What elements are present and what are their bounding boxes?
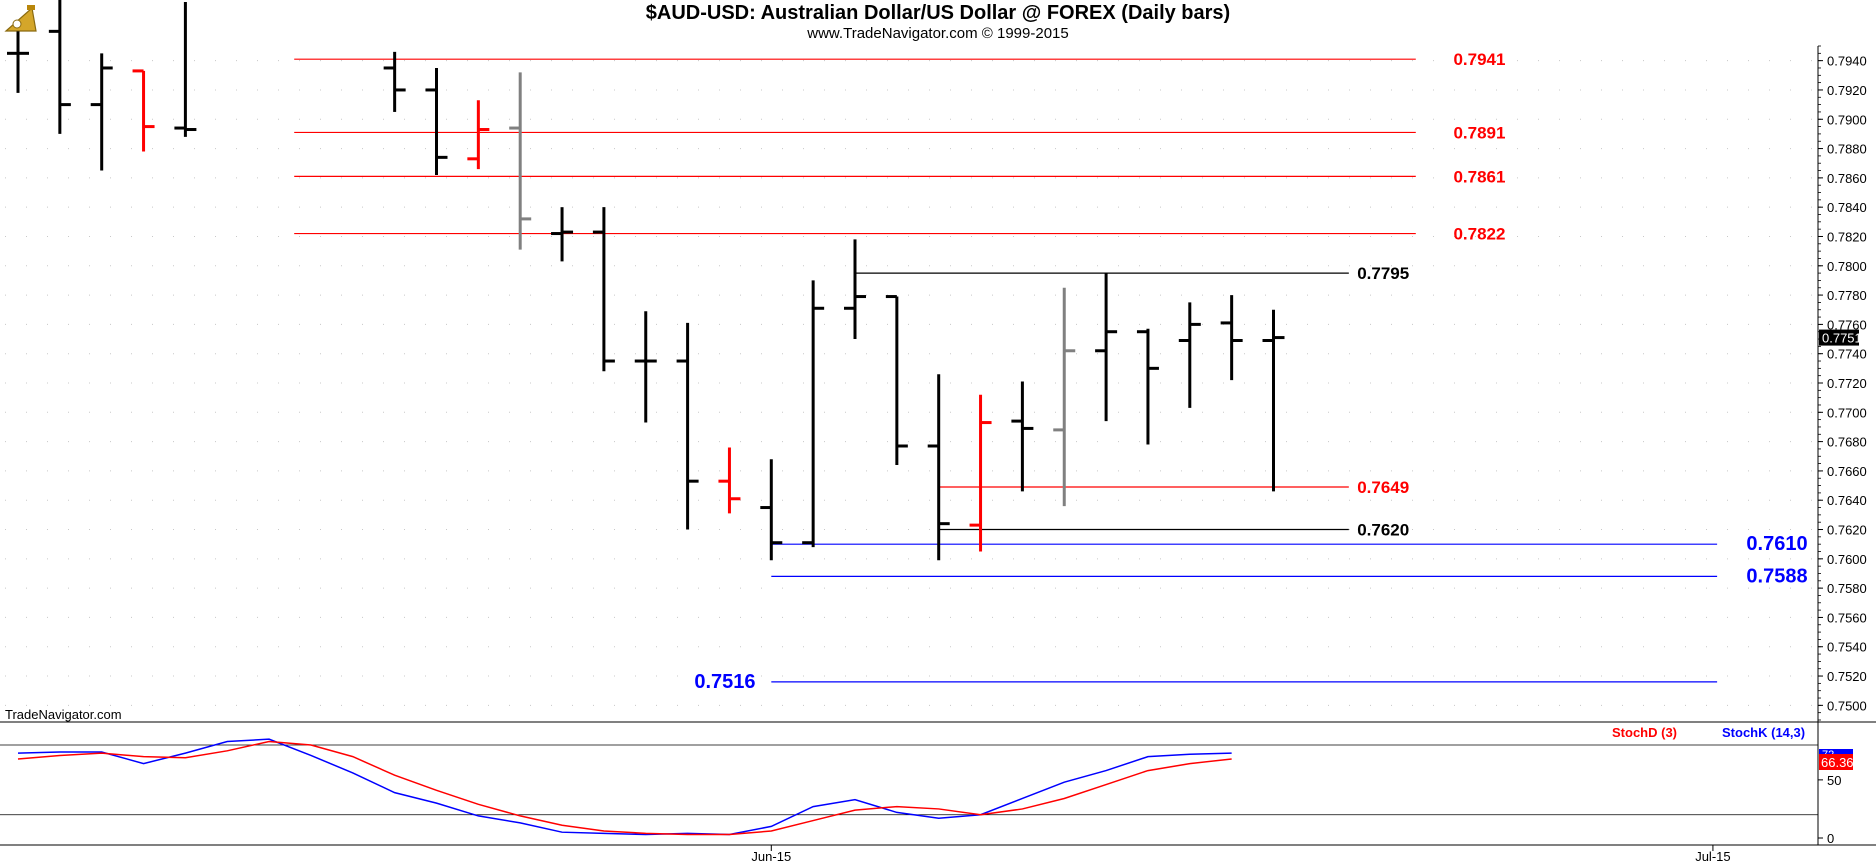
- ohlc-bar-16: [676, 322, 699, 530]
- y-tick-label-22: 0.7500: [1827, 698, 1867, 713]
- ohlc-bar-23: [969, 394, 992, 552]
- y-tick-label-3: 0.7880: [1827, 142, 1867, 157]
- ohlc-bar-26: [1095, 273, 1118, 422]
- price-grid: [0, 60, 1818, 706]
- ohlc-bar-19: [802, 280, 825, 548]
- last-price-label: 0.7751: [1822, 331, 1862, 346]
- y-tick-label-5: 0.7840: [1827, 200, 1867, 215]
- stoch-tick-label-0: 0: [1827, 831, 1834, 846]
- ohlc-bar-14: [592, 207, 615, 372]
- y-tick-label-12: 0.7700: [1827, 405, 1867, 420]
- ohlc-bar-13: [551, 207, 574, 262]
- ohlc-bar-0: [7, 31, 29, 93]
- ohlc-bar-30: [1262, 309, 1285, 492]
- y-tick-label-0: 0.7940: [1827, 54, 1867, 69]
- stoch-series-k: [17, 738, 1232, 836]
- level-label-0.7516: 0.7516: [694, 671, 755, 693]
- ohlc-bar-9: [383, 51, 406, 112]
- chart-header: $AUD-USD: Australian Dollar/US Dollar @ …: [0, 0, 1876, 46]
- stoch-tick-label-50: 50: [1827, 773, 1841, 788]
- level-label-0.7620: 0.7620: [1357, 521, 1409, 540]
- y-tick-label-16: 0.7620: [1827, 523, 1867, 538]
- watermark-text: TradeNavigator.com: [5, 707, 122, 722]
- y-tick-label-11: 0.7720: [1827, 376, 1867, 391]
- ohlc-bar-22: [927, 374, 950, 561]
- y-tick-label-13: 0.7680: [1827, 435, 1867, 450]
- stoch-legend-0: StochD (3): [1612, 725, 1677, 740]
- y-tick-label-20: 0.7540: [1827, 640, 1867, 655]
- sextant-logo: [2, 2, 40, 39]
- y-tick-label-15: 0.7640: [1827, 493, 1867, 508]
- ohlc-bar-18: [760, 459, 783, 561]
- ohlc-bar-1: [48, 0, 71, 134]
- y-tick-label-19: 0.7560: [1827, 610, 1867, 625]
- level-label-0.7861: 0.7861: [1453, 167, 1505, 186]
- level-label-0.7588: 0.7588: [1746, 565, 1807, 587]
- level-label-0.7941: 0.7941: [1453, 50, 1505, 69]
- ohlc-bar-12: [509, 72, 532, 250]
- level-label-0.7610: 0.7610: [1746, 533, 1807, 555]
- ohlc-bar-2: [90, 53, 113, 171]
- stoch-legend-1: StochK (14,3): [1722, 725, 1805, 740]
- ohlc-bar-10: [425, 67, 448, 175]
- date-axis: Jun-15 Jul-15: [751, 845, 1731, 863]
- ohlc-bar-24: [1011, 381, 1034, 492]
- ohlc-bar-17: [718, 447, 741, 514]
- level-label-0.7822: 0.7822: [1453, 225, 1505, 244]
- x-tick-label-1: Jul-15: [1695, 849, 1730, 863]
- ohlc-bar-25: [1053, 287, 1076, 507]
- y-tick-label-6: 0.7820: [1827, 229, 1867, 244]
- stoch-series-d: [17, 740, 1232, 836]
- y-tick-label-7: 0.7800: [1827, 259, 1867, 274]
- stochd-last-value: 66.36: [1821, 755, 1854, 770]
- y-tick-label-8: 0.7780: [1827, 288, 1867, 303]
- ohlc-bar-21: [885, 295, 908, 466]
- price-axis: 0.7940 0.7920 0.7900 0.7880 0.7860 0.7840 0.78…: [1818, 45, 1867, 721]
- y-tick-label-4: 0.7860: [1827, 171, 1867, 186]
- ohlc-bar-28: [1178, 302, 1201, 408]
- level-label-0.7795: 0.7795: [1357, 264, 1409, 283]
- chart-subtitle: www.TradeNavigator.com © 1999-2015: [807, 25, 1069, 42]
- y-tick-label-17: 0.7600: [1827, 552, 1867, 567]
- level-label-0.7891: 0.7891: [1453, 123, 1505, 142]
- price-levels: 0.7941 0.7891 0.7861 0.7822 0.7795 0.7649 0.76…: [294, 50, 1808, 693]
- y-tick-label-14: 0.7660: [1827, 464, 1867, 479]
- ohlc-bar-4: [174, 2, 197, 137]
- last-price-box: [1819, 329, 1859, 346]
- y-tick-label-10: 0.7740: [1827, 347, 1867, 362]
- chart-title: $AUD-USD: Australian Dollar/US Dollar @ …: [645, 2, 1231, 24]
- ohlc-bar-29: [1220, 295, 1243, 381]
- stochd-last-box: [1819, 754, 1853, 770]
- ohlc-bar-27: [1136, 328, 1159, 445]
- y-tick-label-9: 0.7760: [1827, 317, 1867, 332]
- y-tick-label-21: 0.7520: [1827, 669, 1867, 684]
- ohlc-bar-3: [132, 69, 155, 152]
- ohlc-bar-11: [467, 100, 490, 170]
- y-tick-label-2: 0.7900: [1827, 112, 1867, 127]
- y-tick-label-18: 0.7580: [1827, 581, 1867, 596]
- level-label-0.7649: 0.7649: [1357, 478, 1409, 497]
- x-tick-label-0: Jun-15: [751, 849, 791, 863]
- price-bars: [7, 0, 1285, 561]
- y-tick-label-1: 0.7920: [1827, 83, 1867, 98]
- ohlc-bar-15: [634, 311, 657, 423]
- ohlc-bar-20: [844, 239, 866, 340]
